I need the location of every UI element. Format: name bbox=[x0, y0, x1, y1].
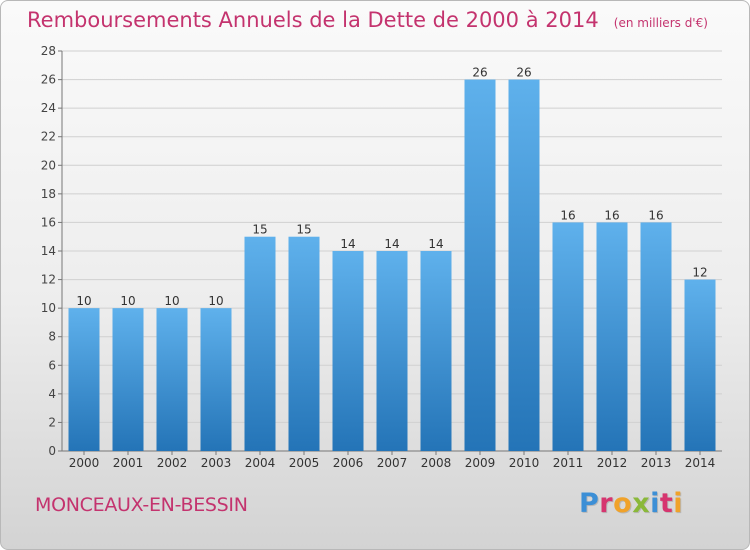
y-tick-label: 8 bbox=[48, 330, 56, 344]
data-label: 16 bbox=[560, 208, 575, 222]
bar bbox=[288, 236, 320, 451]
data-label: 10 bbox=[208, 294, 223, 308]
logo-letter: r bbox=[599, 488, 614, 519]
x-tick-label: 2007 bbox=[377, 456, 408, 470]
bar bbox=[552, 222, 584, 451]
x-tick-label: 2006 bbox=[333, 456, 364, 470]
y-tick-label: 16 bbox=[41, 215, 56, 229]
bar bbox=[332, 251, 364, 451]
data-label: 12 bbox=[692, 266, 707, 280]
x-tick-label: 2014 bbox=[685, 456, 716, 470]
chart-title-row: Remboursements Annuels de la Dette de 20… bbox=[27, 8, 708, 32]
y-tick-label: 6 bbox=[48, 358, 56, 372]
bars bbox=[68, 79, 716, 452]
bar bbox=[464, 79, 496, 452]
x-tick-label: 2005 bbox=[289, 456, 320, 470]
bar bbox=[640, 222, 672, 451]
logo-letter: t bbox=[659, 488, 674, 519]
x-tick-label: 2001 bbox=[113, 456, 144, 470]
proxiti-logo[interactable]: Proxiti bbox=[579, 488, 683, 519]
chart-title: Remboursements Annuels de la Dette de 20… bbox=[27, 8, 599, 32]
x-tick-label: 2013 bbox=[641, 456, 672, 470]
bar bbox=[376, 251, 408, 451]
data-label: 14 bbox=[428, 237, 443, 251]
data-label: 16 bbox=[648, 208, 663, 222]
data-label: 10 bbox=[76, 294, 91, 308]
bar bbox=[156, 308, 188, 451]
data-label: 26 bbox=[516, 66, 531, 80]
data-label: 14 bbox=[340, 237, 355, 251]
data-label: 15 bbox=[252, 223, 267, 237]
bar bbox=[508, 79, 540, 452]
chart-unit: (en milliers d'€) bbox=[613, 16, 708, 30]
data-labels: 10 10 10 10 15 15 14 14 14 26 26 16 16 16 12 bbox=[76, 66, 707, 309]
data-label: 16 bbox=[604, 208, 619, 222]
x-tick-label: 2000 bbox=[69, 456, 100, 470]
y-tick-label: 28 bbox=[41, 44, 56, 58]
x-tick-label: 2008 bbox=[421, 456, 452, 470]
y-tick-label: 20 bbox=[41, 158, 56, 172]
y-tick-label: 22 bbox=[41, 130, 56, 144]
logo-letter: x bbox=[632, 488, 651, 519]
bar bbox=[68, 308, 100, 451]
logo-letter: P bbox=[579, 488, 600, 519]
bar bbox=[596, 222, 628, 451]
y-tick-label: 26 bbox=[41, 73, 56, 87]
y-tick-label: 14 bbox=[41, 244, 56, 258]
logo-letter: o bbox=[613, 488, 633, 519]
x-tick-label: 2009 bbox=[465, 456, 496, 470]
data-label: 26 bbox=[472, 66, 487, 80]
logo-letter: i bbox=[650, 488, 660, 519]
y-tick-label: 2 bbox=[48, 415, 56, 429]
bar bbox=[244, 236, 276, 451]
commune-name: MONCEAUX-EN-BESSIN bbox=[35, 494, 248, 516]
x-tick-label: 2003 bbox=[201, 456, 232, 470]
y-tick-label: 18 bbox=[41, 187, 56, 201]
y-tick-label: 10 bbox=[41, 301, 56, 315]
x-tick-label: 2004 bbox=[245, 456, 276, 470]
bar bbox=[420, 251, 452, 451]
bar bbox=[112, 308, 144, 451]
bar bbox=[684, 279, 716, 451]
y-tick-label: 24 bbox=[41, 101, 56, 115]
logo-letter: i bbox=[673, 488, 684, 519]
x-tick-label: 2002 bbox=[157, 456, 188, 470]
y-tick-label: 0 bbox=[48, 444, 56, 458]
x-tick-label: 2010 bbox=[509, 456, 540, 470]
data-label: 10 bbox=[164, 294, 179, 308]
data-label: 14 bbox=[384, 237, 399, 251]
y-tick-label: 4 bbox=[48, 387, 56, 401]
y-tick-label: 12 bbox=[41, 273, 56, 287]
bar bbox=[200, 308, 232, 451]
x-tick-label: 2012 bbox=[597, 456, 628, 470]
data-label: 15 bbox=[296, 223, 311, 237]
data-label: 10 bbox=[120, 294, 135, 308]
x-tick-label: 2011 bbox=[553, 456, 584, 470]
